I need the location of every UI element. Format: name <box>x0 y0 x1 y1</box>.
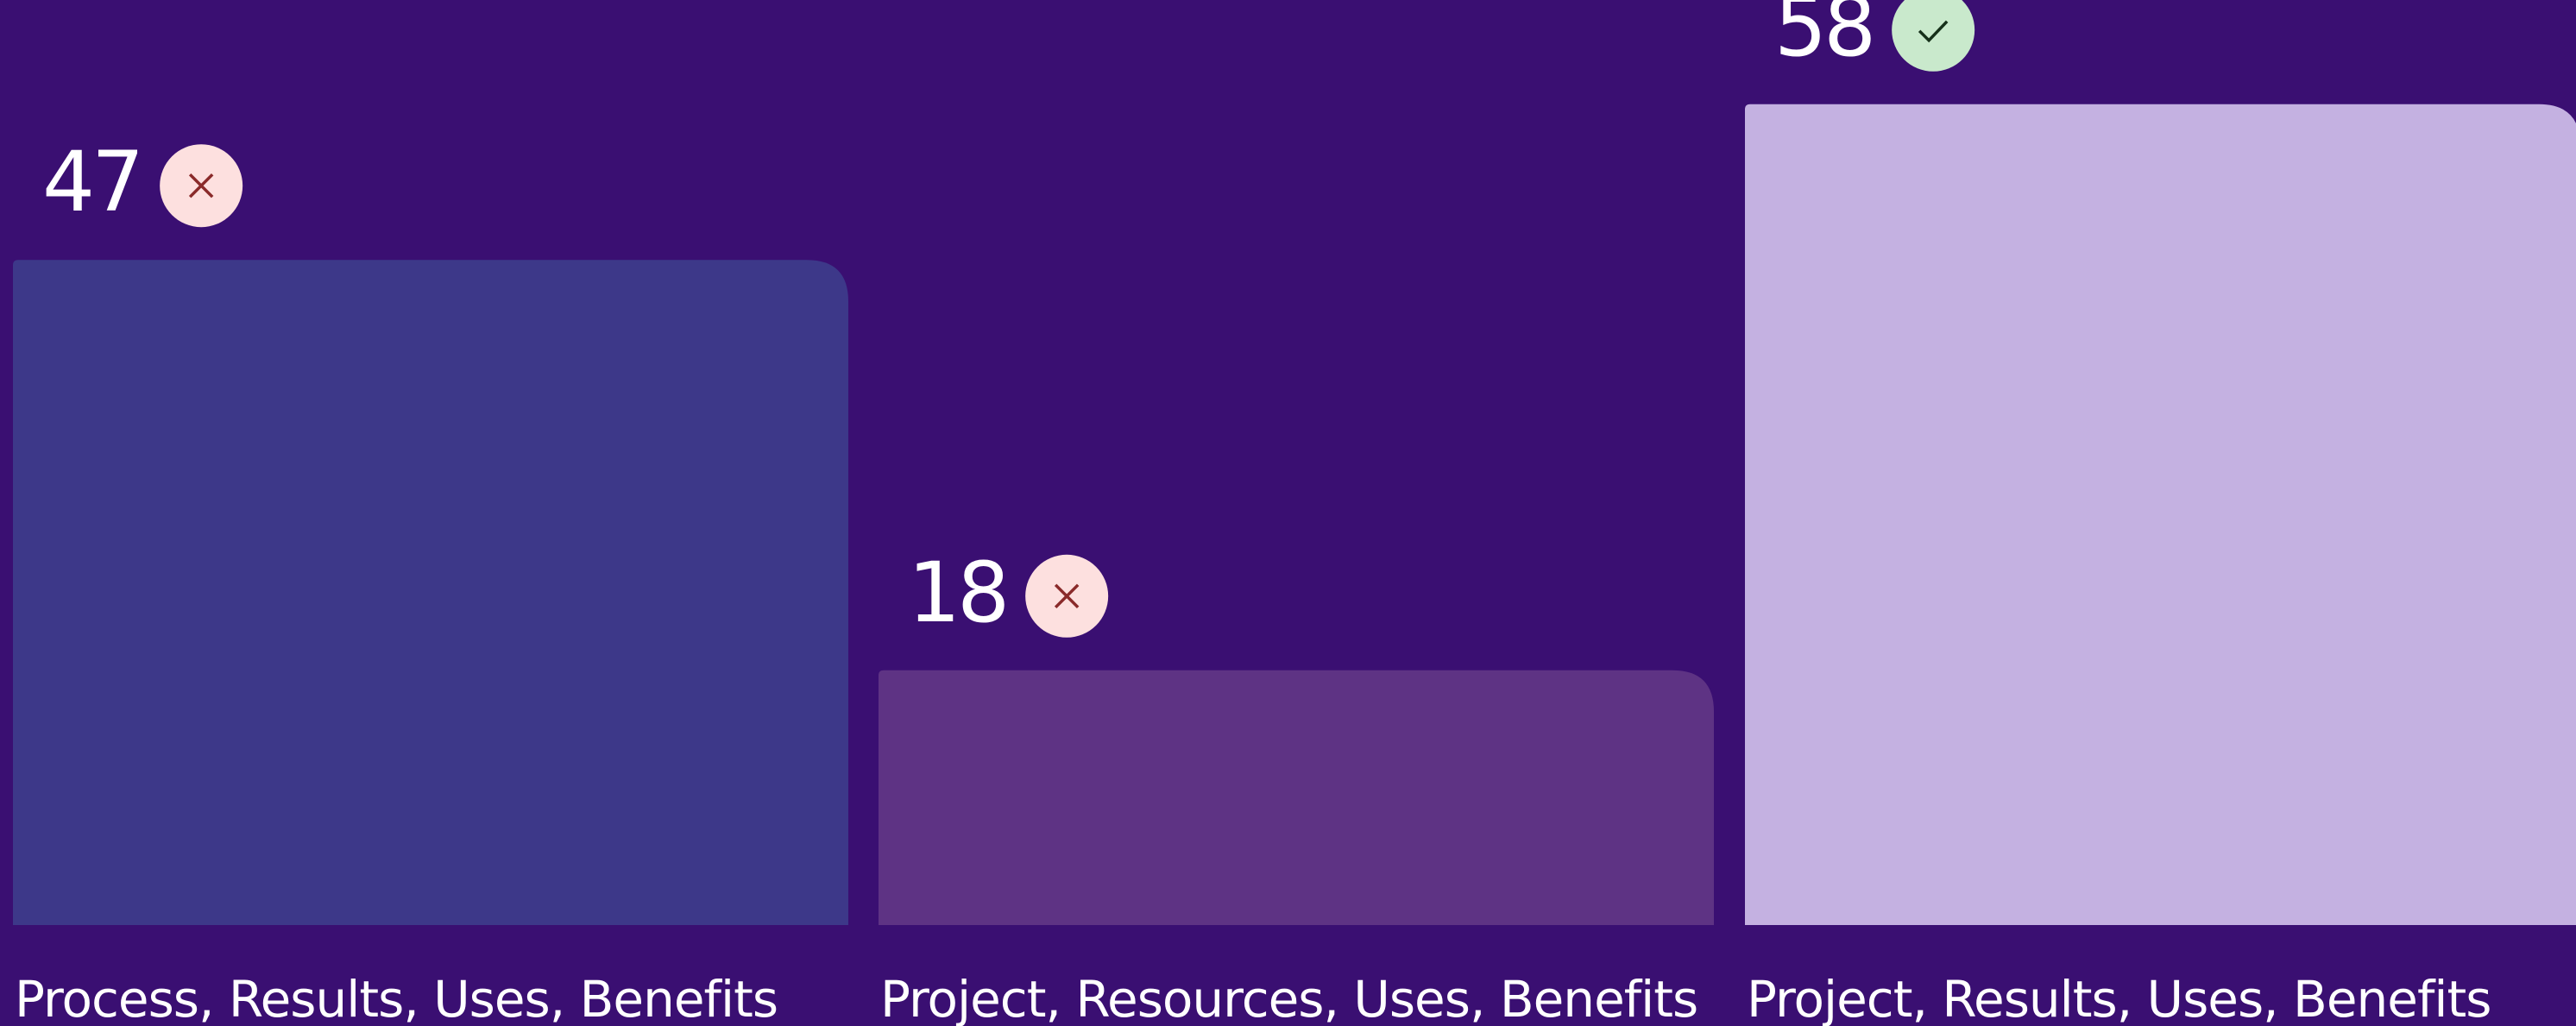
value-label: 58 <box>1774 0 1873 75</box>
bar <box>879 670 1714 925</box>
wrong-icon <box>160 144 243 228</box>
correct-icon <box>1892 0 1975 72</box>
category-label: Project, Results, Uses, Benefits <box>1747 970 2491 1026</box>
category-label: Project, Resources, Uses, Benefits <box>880 970 1697 1026</box>
value-label: 47 <box>42 134 141 230</box>
wrong-icon <box>1025 554 1109 638</box>
value-label: 18 <box>908 544 1006 641</box>
bar <box>1745 104 2576 925</box>
category-label: Process, Results, Uses, Benefits <box>15 970 778 1026</box>
bar <box>13 260 848 925</box>
